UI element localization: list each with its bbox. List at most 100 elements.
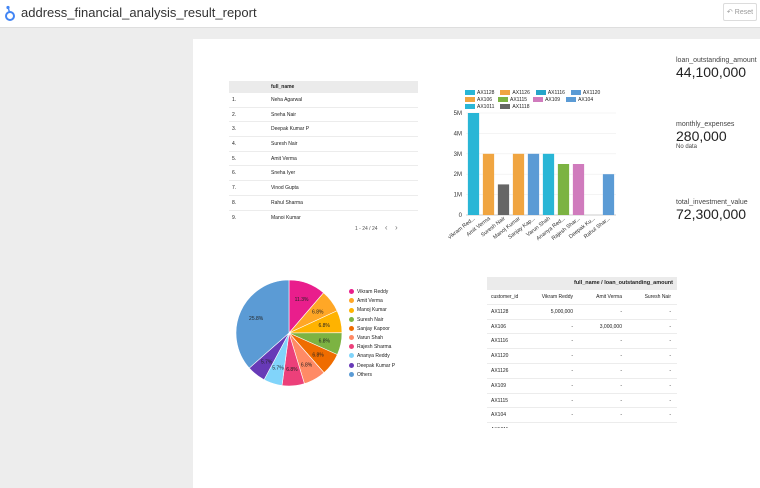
- table-row[interactable]: 2. Sneha Nair: [229, 108, 418, 123]
- pie-legend-item[interactable]: Manoj Kumar: [349, 306, 395, 315]
- pivot-row[interactable]: AX104 - - -: [487, 408, 677, 424]
- pivot-title[interactable]: full_name / loan_outstanding_amount: [487, 277, 677, 290]
- legend-swatch: [465, 97, 475, 103]
- legend-item[interactable]: AX1118: [500, 104, 529, 111]
- pivot-table: full_name / loan_outstanding_amount cust…: [487, 277, 677, 428]
- kpi-label: monthly_expenses: [676, 121, 735, 128]
- pivot-cell: AX109: [491, 382, 507, 389]
- pivot-cell: -: [571, 423, 573, 428]
- pie-slice[interactable]: [235, 279, 290, 369]
- pie-legend-item[interactable]: Varun Shah: [349, 334, 395, 343]
- pie-legend-item[interactable]: Vikram Reddy: [349, 288, 395, 297]
- pivot-cell: -: [620, 338, 622, 345]
- bar[interactable]: [482, 153, 495, 215]
- reset-button[interactable]: ↶ Reset: [723, 3, 757, 21]
- table-row[interactable]: 6. Sneha Iyer: [229, 166, 418, 182]
- table-row[interactable]: 3. Deepak Kumar P: [229, 122, 418, 138]
- pivot-row[interactable]: AX1128 5,000,000 - -: [487, 305, 677, 320]
- pie-slice-label: 6.8%: [312, 352, 324, 358]
- legend-dot: [349, 316, 354, 322]
- table-header[interactable]: full_name: [229, 81, 418, 93]
- pivot-row[interactable]: AX106 - 3,000,000 -: [487, 320, 677, 335]
- legend-item[interactable]: AX109: [533, 97, 560, 104]
- pivot-row[interactable]: AX1120 - - -: [487, 349, 677, 364]
- row-name: Amit Verma: [271, 155, 297, 162]
- pie-legend-item[interactable]: Sanjay Kapoor: [349, 325, 395, 334]
- pivot-col-header[interactable]: Amit Verma: [596, 294, 622, 300]
- legend-item[interactable]: AX1116: [535, 90, 565, 97]
- row-name: Rahul Sharma: [271, 199, 303, 206]
- legend-item[interactable]: AX104: [566, 97, 593, 104]
- bar[interactable]: [572, 164, 585, 215]
- pie-legend-item[interactable]: Ananya Reddy: [349, 352, 395, 361]
- legend-label: AX106: [477, 97, 493, 103]
- legend-swatch: [465, 90, 475, 96]
- pivot-row[interactable]: AX1116 - - -: [487, 334, 677, 350]
- pivot-col-header[interactable]: Suresh Nair: [644, 294, 671, 300]
- pie-slice-label: 11.3%: [295, 297, 309, 303]
- legend-swatch: [498, 97, 509, 103]
- pivot-row[interactable]: AX1126 - - -: [487, 364, 677, 379]
- legend-swatch: [500, 90, 511, 96]
- y-tick-label: 0: [459, 213, 463, 219]
- next-page-button[interactable]: ›: [394, 223, 398, 232]
- legend-item[interactable]: AX1011: [465, 104, 494, 111]
- pivot-cell: AX104: [491, 412, 507, 419]
- legend-swatch: [533, 97, 544, 103]
- looker-studio-logo-icon[interactable]: [4, 4, 16, 22]
- pie-legend-item[interactable]: Others: [349, 371, 395, 380]
- table-row[interactable]: 9. Manoj Kumar: [229, 211, 418, 220]
- bar[interactable]: [467, 113, 480, 215]
- kpi-value: 72,300,000: [676, 206, 747, 222]
- pie-legend-item[interactable]: Deepak Kumar P: [349, 362, 395, 371]
- table-row[interactable]: 1. Neha Agarwal: [229, 93, 418, 108]
- pivot-cell: AX1116: [491, 338, 509, 345]
- legend-item[interactable]: AX1126: [500, 90, 530, 97]
- pie-legend-item[interactable]: Rajesh Sharma: [349, 343, 395, 352]
- bar[interactable]: [602, 174, 615, 215]
- pie-legend-item[interactable]: Suresh Nair: [349, 316, 395, 325]
- legend-label: AX1128: [477, 90, 495, 96]
- pivot-row[interactable]: AX1115 - - -: [487, 394, 677, 409]
- row-index: 3.: [232, 126, 237, 133]
- pivot-cell: AX1115: [491, 397, 509, 404]
- table-row[interactable]: 8. Rahul Sharma: [229, 196, 418, 211]
- bar[interactable]: [512, 153, 525, 215]
- legend-item[interactable]: AX106: [465, 97, 492, 104]
- legend-item[interactable]: AX1120: [570, 90, 600, 97]
- pivot-cell: -: [620, 382, 622, 389]
- bar[interactable]: [542, 153, 555, 215]
- bar[interactable]: [527, 153, 540, 215]
- bar[interactable]: [497, 184, 510, 215]
- table-row[interactable]: 4. Suresh Nair: [229, 137, 418, 152]
- prev-page-button[interactable]: ‹: [384, 223, 388, 232]
- pivot-col-header[interactable]: customer_id: [491, 294, 519, 300]
- pie-slice-label: 6.8%: [301, 362, 313, 368]
- pager-text: 1 - 24 / 24: [355, 226, 378, 232]
- table-row[interactable]: 7. Vinod Gupta: [229, 181, 418, 196]
- pivot-col-header[interactable]: Vikram Reddy: [541, 294, 573, 300]
- pie-chart-legend: Vikram Reddy Amit Verma Manoj Kumar Suresh …: [349, 288, 395, 380]
- kpi-value: 44,100,000: [676, 64, 747, 80]
- bar[interactable]: [557, 164, 570, 215]
- pivot-row[interactable]: AX1011 - - -: [487, 423, 677, 428]
- legend-item[interactable]: AX1128: [465, 90, 494, 97]
- legend-dot: [349, 353, 354, 359]
- pivot-cell: -: [669, 367, 671, 374]
- pivot-cell: -: [620, 397, 622, 404]
- legend-label: Amit Verma: [357, 298, 383, 305]
- legend-item[interactable]: AX1115: [498, 97, 527, 104]
- legend-swatch: [500, 104, 511, 110]
- row-name: Neha Agarwal: [271, 97, 303, 103]
- pie-legend-item[interactable]: Amit Verma: [349, 297, 395, 306]
- pie-slice-label: 25.8%: [249, 316, 264, 322]
- legend-label: Vikram Reddy: [357, 289, 389, 295]
- row-index: 4.: [232, 141, 237, 148]
- pivot-cell: AX106: [491, 323, 507, 330]
- pivot-cell: -: [669, 353, 671, 360]
- table-row[interactable]: 5. Amit Verma: [229, 152, 418, 167]
- pivot-row[interactable]: AX109 - - -: [487, 379, 677, 394]
- pivot-cell: -: [620, 412, 622, 419]
- legend-label: AX1115: [510, 97, 528, 103]
- pivot-cell: -: [669, 423, 671, 428]
